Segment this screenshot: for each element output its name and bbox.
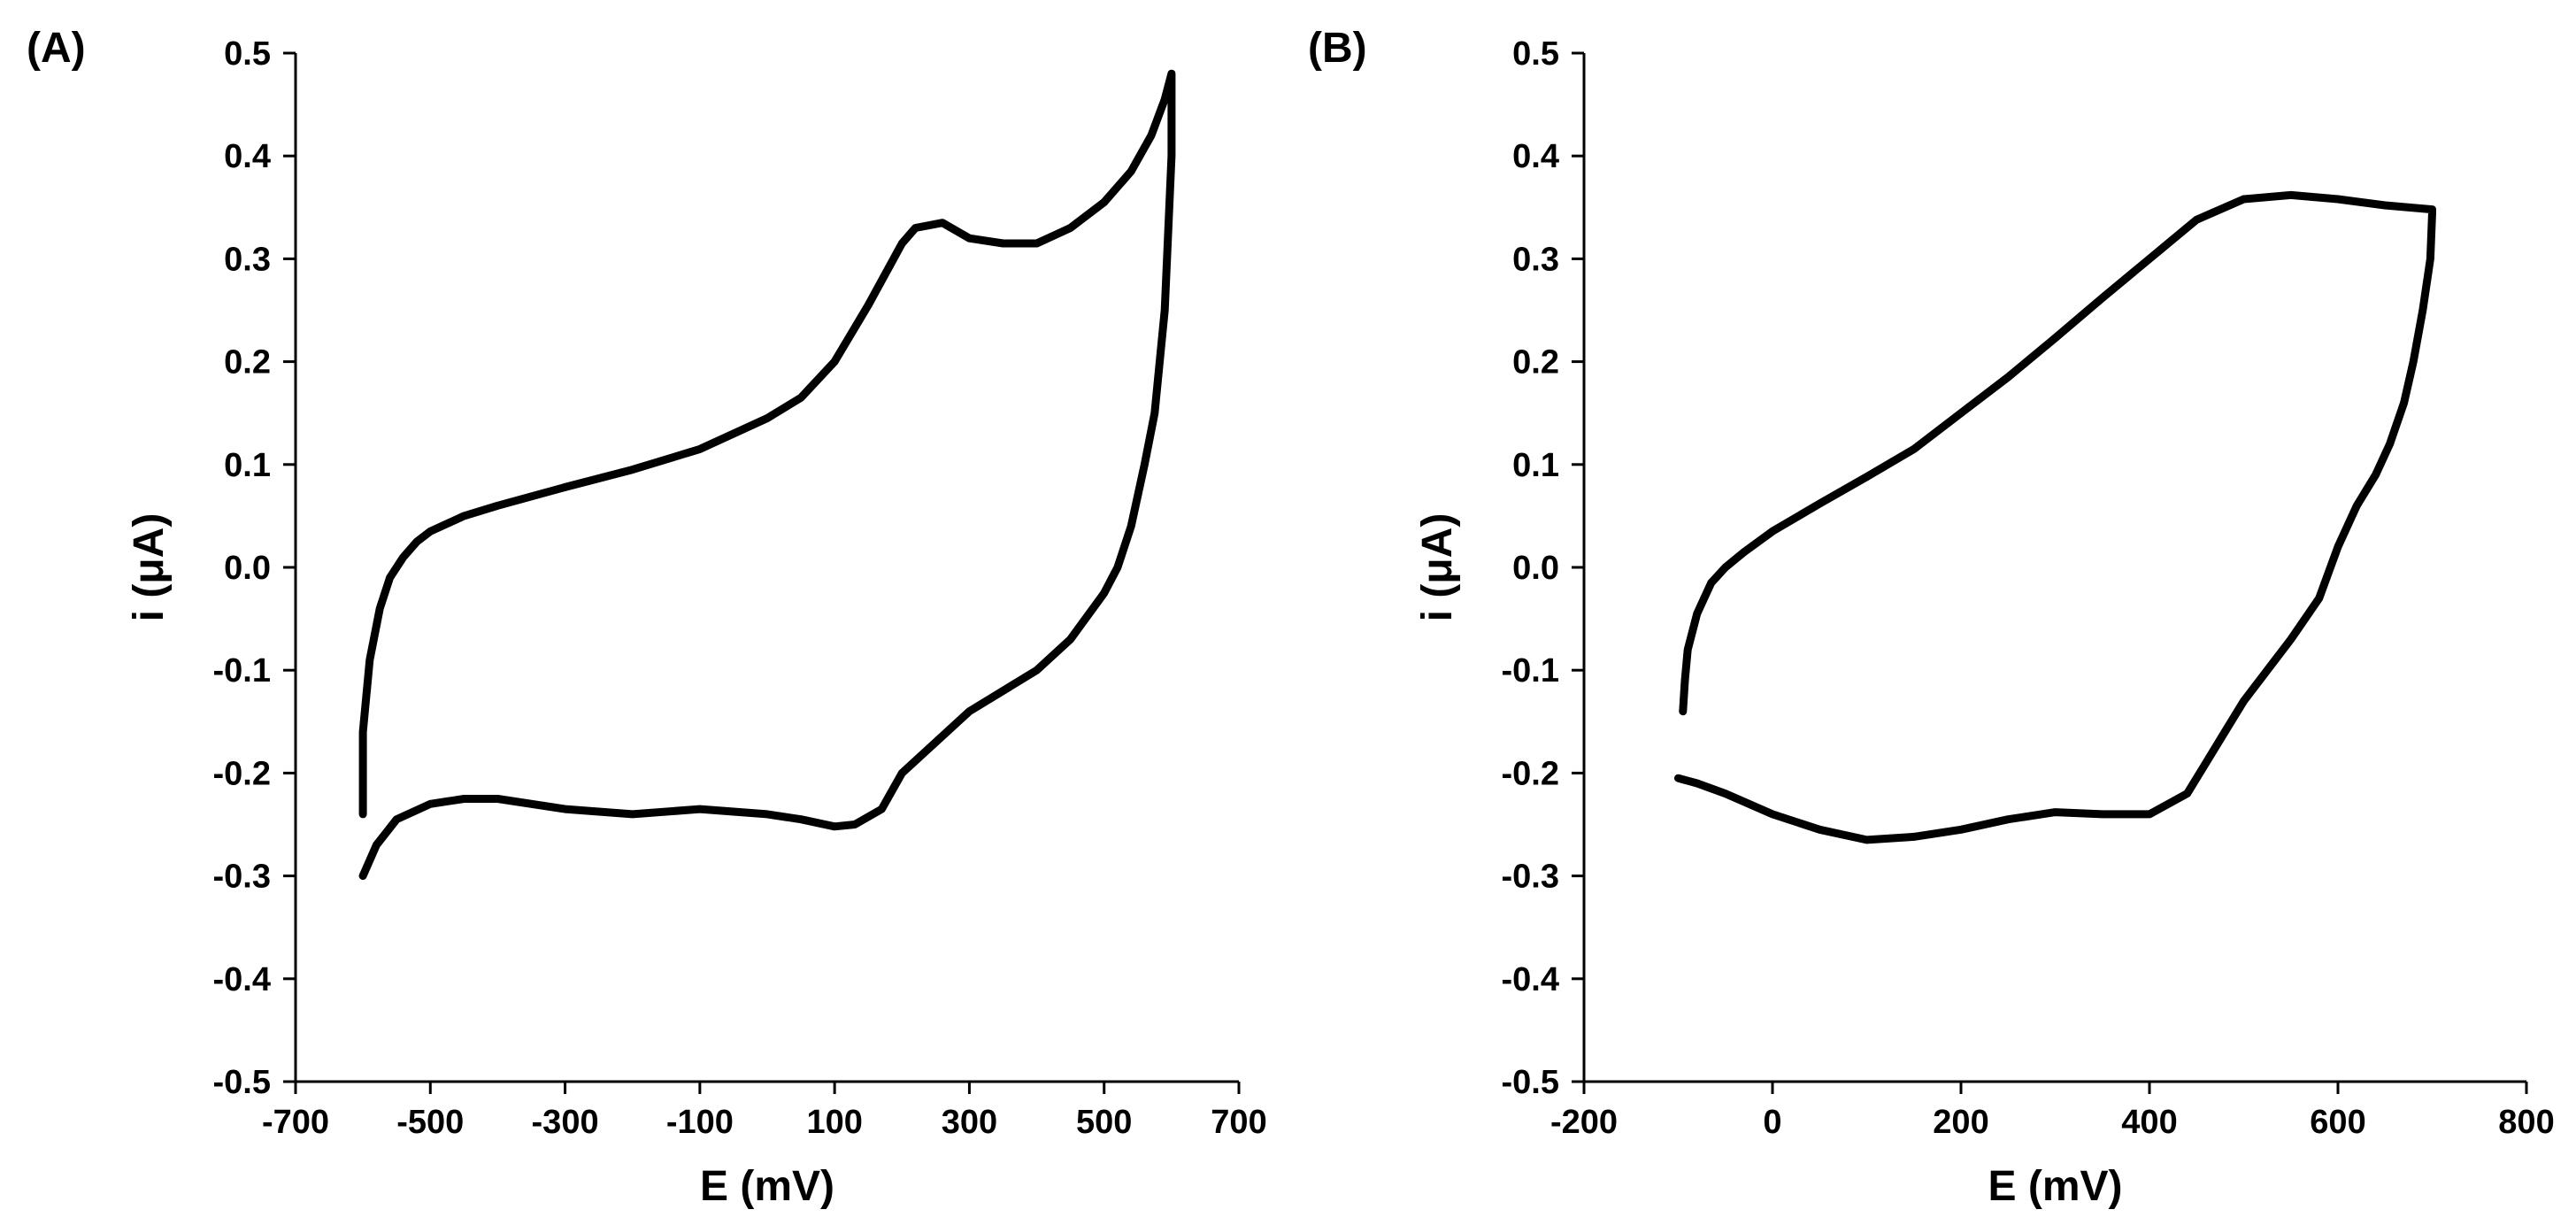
panel-b-x-tick-label: 200: [1933, 1104, 1988, 1141]
panel-a-y-tick-label: -0.5: [213, 1064, 271, 1101]
panel-a-y-tick-label: 0.3: [224, 241, 271, 278]
panel-b-y-tick-label: 0.2: [1512, 344, 1559, 381]
panel-a-x-tick-label: 700: [1211, 1104, 1266, 1141]
panel-a-y-tick-label: -0.1: [213, 652, 271, 690]
panel-b-y-tick-label: -0.3: [1502, 859, 1559, 896]
panel-b-y-tick-label: -0.2: [1502, 755, 1559, 792]
panel-a-y-tick-label: 0.0: [224, 550, 271, 587]
panel-a-chart: (A) -0.5 -0.4 -0.3 -0.2 -0.1 0.0 0.1 0.2 0.3 0.4 0.…: [27, 25, 1267, 1210]
panel-b-x-tick-label: 0: [1763, 1104, 1781, 1141]
panel-b-y-tick-label: -0.5: [1502, 1064, 1559, 1101]
panel-b-chart: (B) -0.5 -0.4 -0.3 -0.2 -0.1 0.0 0.1 0.2 0.3 0.4 0.…: [1308, 25, 2555, 1210]
panel-a-cv-curve: [358, 69, 1176, 881]
panel-b-y-tick-label: -0.1: [1502, 652, 1559, 690]
panel-a-x-tick-label: -100: [666, 1104, 734, 1141]
panel-b-y-tick-label: 0.4: [1512, 138, 1559, 175]
panel-a-y-tick-label: -0.2: [213, 755, 271, 792]
panel-b-y-tick-label: 0.5: [1512, 35, 1559, 73]
panel-b-y-tick-label: -0.4: [1502, 961, 1559, 998]
panel-a-x-axis-label: E (mV): [700, 1163, 834, 1210]
panel-b-cv-curve: [1674, 190, 2436, 844]
panel-a-x-tick-label: -300: [532, 1104, 599, 1141]
panel-a-x-tick-label: 100: [806, 1104, 862, 1141]
panel-a-x-tick-label: 500: [1076, 1104, 1132, 1141]
panel-b-x-tick-label: -200: [1550, 1104, 1618, 1141]
panel-a-y-tick-label: 0.2: [224, 344, 271, 381]
panel-b-y-axis-label: i (μA): [1414, 513, 1461, 622]
panel-a-x-tick-label: 300: [942, 1104, 997, 1141]
panel-a-y-tick-label: -0.4: [213, 961, 271, 998]
panel-a-y-tick-label: -0.3: [213, 859, 271, 896]
panel-b-x-tick-label: 800: [2498, 1104, 2554, 1141]
panel-a-x-tick-label: -700: [262, 1104, 329, 1141]
panel-a-x-tick-label: -500: [396, 1104, 464, 1141]
panel-b-y-tick-label: 0.3: [1512, 241, 1559, 278]
panel-a-panel-label: (A): [27, 25, 86, 72]
panel-a-y-tick-label: 0.4: [224, 138, 271, 175]
panel-a-y-tick-label: 0.5: [224, 35, 271, 73]
panel-b-panel-label: (B): [1308, 25, 1367, 72]
panel-a-y-tick-label: 0.1: [224, 447, 271, 484]
panel-b-y-tick-label: 0.0: [1512, 550, 1559, 587]
panel-b-x-tick-label: 600: [2310, 1104, 2365, 1141]
panel-b-x-tick-label: 400: [2121, 1104, 2177, 1141]
panel-b-y-tick-label: 0.1: [1512, 447, 1559, 484]
panel-a-y-axis-label: i (μA): [126, 513, 173, 622]
panel-b-x-axis-label: E (mV): [1988, 1163, 2122, 1210]
